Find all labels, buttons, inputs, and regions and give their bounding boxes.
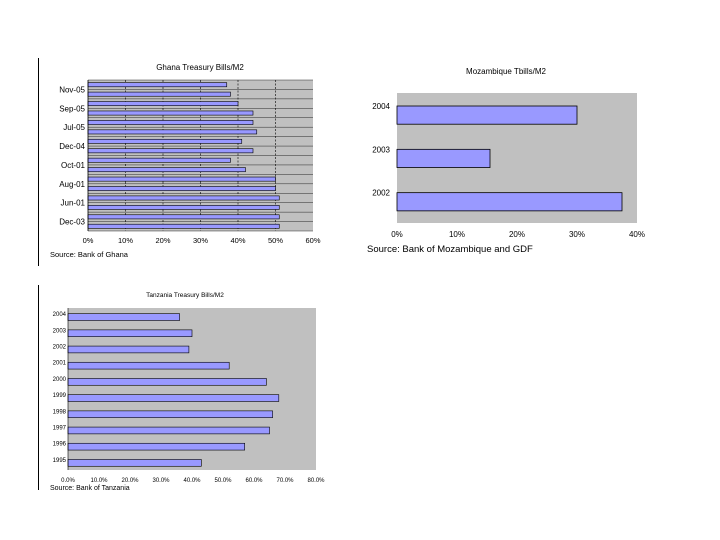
- ghana-left-rule: [38, 58, 39, 266]
- ghana-x-axis-labels: 0% 10% 20% 30% 40% 50% 60%: [83, 236, 321, 245]
- tanzania-y-tick-label: 2002: [53, 345, 67, 351]
- mozambique-y-tick-label: 2002: [372, 189, 390, 198]
- ghana-y-tick-label: Dec-04: [59, 142, 85, 151]
- ghana-y-tick-label: Oct-01: [61, 161, 86, 170]
- ghana-bar: [87, 214, 280, 220]
- mozambique-x-tick-label: 40%: [629, 230, 645, 239]
- ghana-source: Source: Bank of Ghana: [50, 250, 129, 259]
- mozambique-bar: [396, 148, 491, 168]
- mozambique-x-tick-label: 0%: [391, 230, 403, 239]
- tanzania-bar: [67, 378, 267, 386]
- tanzania-x-tick-label: 50.0%: [214, 478, 232, 484]
- ghana-chart: Ghana Treasury Bills/M2 Nov-05 Sep-05 Jul-…: [50, 63, 321, 259]
- tanzania-y-tick-label: 2003: [53, 328, 67, 334]
- mozambique-chart: Mozambique Tbills/M2 2004 2003 2002 0% 10% 2…: [367, 67, 645, 255]
- tanzania-y-tick-label: 2000: [53, 377, 67, 383]
- mozambique-x-tick-label: 30%: [569, 230, 585, 239]
- ghana-bar: [87, 138, 243, 144]
- tanzania-bar: [67, 442, 245, 451]
- mozambique-x-axis-labels: 0% 10% 20% 30% 40%: [391, 230, 645, 239]
- tanzania-bar: [67, 459, 202, 467]
- ghana-x-tick-label: 20%: [155, 236, 170, 245]
- tanzania-y-tick-label: 2001: [53, 361, 67, 367]
- ghana-x-tick-label: 10%: [118, 236, 133, 245]
- ghana-bar: [87, 82, 228, 88]
- ghana-x-tick-label: 0%: [83, 236, 94, 245]
- mozambique-title: Mozambique Tbills/M2: [466, 67, 546, 76]
- tanzania-x-tick-label: 20.0%: [121, 478, 139, 484]
- tanzania-x-tick-label: 40.0%: [183, 478, 201, 484]
- ghana-bars: [87, 80, 280, 231]
- mozambique-bars: [396, 105, 623, 212]
- tanzania-bar: [67, 410, 273, 418]
- mozambique-y-tick-label: 2003: [372, 145, 390, 154]
- ghana-bar: [87, 223, 280, 229]
- ghana-bar: [87, 91, 231, 97]
- mozambique-y-tick-label: 2004: [372, 102, 390, 111]
- mozambique-bar: [396, 192, 623, 212]
- ghana-bar: [87, 157, 231, 163]
- ghana-bar: [87, 129, 258, 135]
- tanzania-bar: [67, 329, 193, 337]
- mozambique-x-tick-label: 10%: [449, 230, 465, 239]
- ghana-bar: [87, 148, 254, 154]
- tanzania-title: Tanzania Treasury Bills/M2: [146, 292, 224, 299]
- tanzania-bar: [67, 345, 190, 354]
- tanzania-x-tick-label: 10.0%: [90, 478, 108, 484]
- tanzania-bars: [67, 308, 280, 470]
- ghana-bar: [87, 195, 280, 201]
- ghana-y-axis-labels: Nov-05 Sep-05 Jul-05 Dec-04 Oct-01 Aug-01 Jun-…: [59, 85, 85, 226]
- ghana-x-tick-label: 30%: [193, 236, 208, 245]
- tanzania-x-tick-label: 60.0%: [245, 478, 263, 484]
- ghana-bar: [87, 186, 276, 191]
- ghana-bar: [87, 120, 254, 125]
- mozambique-source: Source: Bank of Mozambique and GDF: [367, 244, 533, 255]
- ghana-bar: [87, 205, 280, 210]
- tanzania-chart: Tanzania Treasury Bills/M2 2004200320022…: [50, 292, 325, 492]
- tanzania-x-axis-labels: 0.0% 10.0% 20.0% 30.0% 40.0% 50.0% 60.0% 70.0% 8…: [61, 478, 325, 484]
- tanzania-y-tick-label: 1998: [53, 409, 67, 415]
- mozambique-bar: [396, 105, 578, 125]
- ghana-y-tick-label: Jun-01: [61, 199, 86, 208]
- ghana-bar: [87, 176, 276, 182]
- ghana-bar: [87, 101, 239, 106]
- ghana-y-tick-label: Jul-05: [63, 123, 85, 132]
- tanzania-left-rule: [38, 285, 39, 490]
- tanzania-x-tick-label: 30.0%: [152, 478, 170, 484]
- tanzania-bar: [67, 313, 180, 321]
- tanzania-bar: [67, 394, 280, 402]
- ghana-y-tick-label: Nov-05: [59, 85, 85, 94]
- tanzania-y-tick-label: 1996: [53, 442, 67, 448]
- ghana-bar: [87, 167, 246, 173]
- mozambique-y-axis-labels: 2004 2003 2002: [372, 102, 390, 198]
- ghana-y-tick-label: Dec-03: [59, 218, 85, 227]
- tanzania-y-tick-label: 1999: [53, 393, 67, 399]
- ghana-y-tick-label: Aug-01: [59, 180, 85, 189]
- tanzania-y-tick-label: 1997: [53, 426, 67, 432]
- tanzania-source: Source: Bank of Tanzania: [50, 485, 130, 492]
- tanzania-x-tick-label: 0.0%: [61, 478, 75, 484]
- ghana-title: Ghana Treasury Bills/M2: [156, 63, 244, 72]
- tanzania-bar: [67, 361, 230, 370]
- tanzania-y-axis-labels: 2004 2003 2002 2001 2000 1999 1998 1997 1996 1995: [53, 312, 67, 464]
- ghana-x-tick-label: 60%: [305, 236, 320, 245]
- ghana-y-tick-label: Sep-05: [59, 104, 85, 113]
- ghana-x-tick-label: 40%: [230, 236, 245, 245]
- ghana-bar: [87, 110, 254, 116]
- ghana-x-tick-label: 50%: [268, 236, 283, 245]
- tanzania-x-tick-label: 80.0%: [307, 478, 325, 484]
- tanzania-y-tick-label: 2004: [53, 312, 67, 318]
- tanzania-bar: [67, 426, 270, 435]
- tanzania-x-tick-label: 70.0%: [276, 478, 294, 484]
- tanzania-y-tick-label: 1995: [53, 458, 67, 464]
- mozambique-x-tick-label: 20%: [509, 230, 525, 239]
